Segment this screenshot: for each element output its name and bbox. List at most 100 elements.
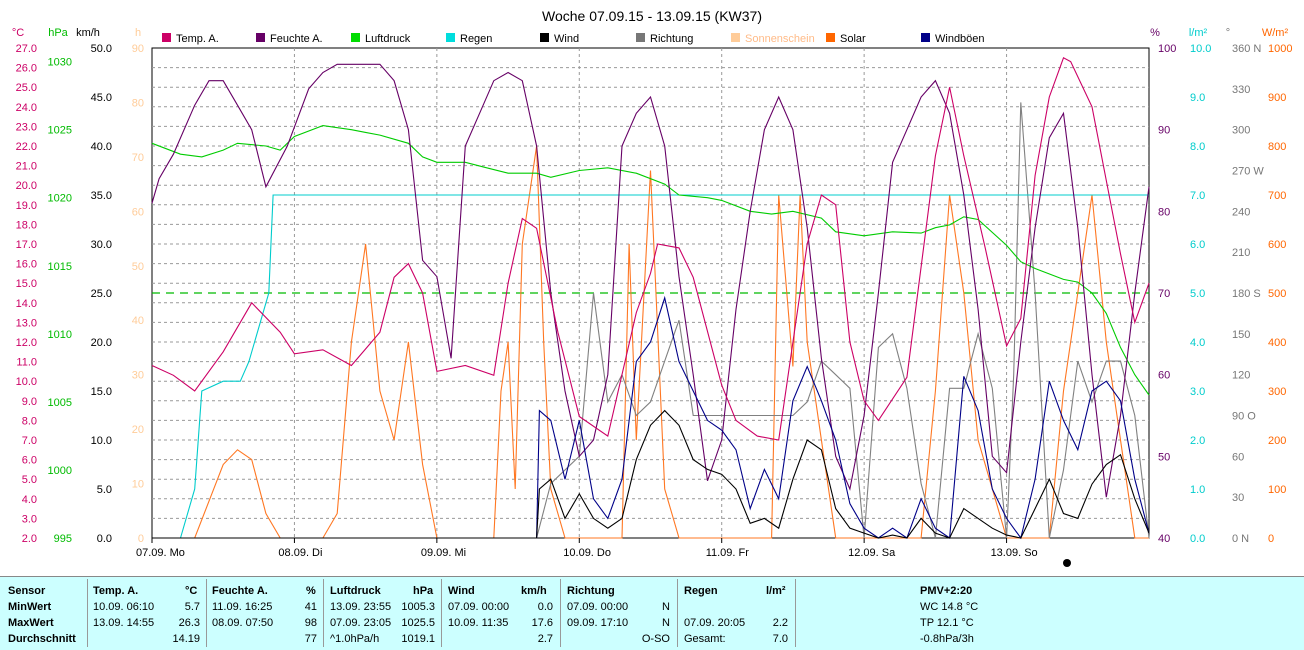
stats-max-temp-value: 26.3 <box>178 617 200 629</box>
wind-tick-3: 35.0 <box>91 190 112 202</box>
rain-tick-2: 8.0 <box>1190 141 1205 153</box>
stats-avg-temp-value: 14.19 <box>172 633 200 645</box>
stats-press-unit: hPa <box>413 585 434 597</box>
direction-tick-5: 210 <box>1232 247 1250 259</box>
stats-dir-header: Richtung <box>567 585 615 597</box>
humidity-tick-3: 70 <box>1158 288 1170 300</box>
humidity-series-line <box>151 63 1150 498</box>
sunshine-tick-8: 10 <box>132 479 144 491</box>
temp-tick-2: 25.0 <box>16 82 37 94</box>
humidity-tick-0: 100 <box>1158 43 1176 55</box>
direction-tick-9: 90 O <box>1232 411 1256 423</box>
temp-tick-16: 11.0 <box>16 357 37 369</box>
rain-tick-3: 7.0 <box>1190 190 1205 202</box>
humidity-tick-6: 40 <box>1158 533 1170 545</box>
stats-avg-press-trend: ^1.0hPa/h <box>330 633 380 645</box>
stats-max-hum-time: 08.09. 07:50 <box>212 617 274 629</box>
solar-tick-9: 100 <box>1268 484 1286 496</box>
temp-unit-label: °C <box>12 27 24 39</box>
rain-tick-4: 6.0 <box>1190 239 1205 251</box>
sunshine-tick-0: 90 <box>132 43 144 55</box>
direction-tick-11: 30 <box>1232 492 1244 504</box>
pressure-tick-4: 1010 <box>48 329 72 341</box>
legend-label-0: Temp. A. <box>176 33 219 45</box>
pressure-series-line <box>151 125 1150 396</box>
wind-unit-label: km/h <box>76 27 100 39</box>
solar-tick-5: 500 <box>1268 288 1286 300</box>
sunshine-tick-9: 0 <box>138 533 144 545</box>
solar-tick-2: 800 <box>1268 141 1286 153</box>
wind-tick-1: 45.0 <box>91 92 112 104</box>
temp-tick-0: 27.0 <box>16 43 37 55</box>
humidity-unit-label: % <box>1150 27 1160 39</box>
pressure-tick-1: 1025 <box>48 125 72 137</box>
stats-min-wind-time: 07.09. 00:00 <box>448 601 510 613</box>
legend-label-3: Regen <box>460 33 492 45</box>
legend-swatch-7 <box>826 33 835 42</box>
direction-tick-3: 270 W <box>1232 166 1264 178</box>
temp-tick-22: 5.0 <box>22 474 37 486</box>
pressure-tick-7: 995 <box>54 533 72 545</box>
stats-min-dir-time: 07.09. 00:00 <box>567 601 629 613</box>
temp-tick-21: 6.0 <box>22 455 37 467</box>
wind-tick-2: 40.0 <box>91 141 112 153</box>
pressure-tick-6: 1000 <box>48 465 72 477</box>
stats-rain-unit: l/m² <box>766 585 786 597</box>
rain-tick-7: 3.0 <box>1190 386 1205 398</box>
legend-swatch-6 <box>731 33 740 42</box>
wind-tick-8: 10.0 <box>91 435 112 447</box>
stats-min-temp-value: 5.7 <box>184 601 200 613</box>
stats-max-hum-value: 98 <box>304 617 317 629</box>
rain-tick-1: 9.0 <box>1190 92 1205 104</box>
stats-temp-unit: °C <box>185 585 198 597</box>
stats-max-dir-time: 09.09. 17:10 <box>567 617 629 629</box>
direction-tick-12: 0 N <box>1232 533 1249 545</box>
temp-tick-8: 19.0 <box>16 200 37 212</box>
solar-series-line <box>152 145 1149 539</box>
temp-tick-20: 7.0 <box>22 435 37 447</box>
temp-tick-17: 10.0 <box>16 376 37 388</box>
legend-swatch-1 <box>256 33 265 42</box>
temp-tick-12: 15.0 <box>16 278 37 290</box>
wind-tick-9: 5.0 <box>97 484 112 496</box>
solar-tick-0: 1000 <box>1268 43 1292 55</box>
legend-label-2: Luftdruck <box>365 33 411 45</box>
solar-tick-8: 200 <box>1268 435 1286 447</box>
direction-tick-4: 240 <box>1232 206 1250 218</box>
stats-min-press-time: 13.09. 23:55 <box>330 601 392 613</box>
solar-unit-label: W/m² <box>1262 27 1289 39</box>
stats-avg-wind-value: 2.7 <box>537 633 553 645</box>
wind-tick-7: 15.0 <box>91 386 112 398</box>
temp-tick-24: 3.0 <box>22 513 37 525</box>
direction-tick-6: 180 S <box>1232 288 1261 300</box>
gusts-series-line <box>152 295 1150 540</box>
temp-tick-3: 24.0 <box>16 102 37 114</box>
solar-tick-1: 900 <box>1268 92 1286 104</box>
direction-series-line <box>152 102 1150 539</box>
solar-tick-7: 300 <box>1268 386 1286 398</box>
statistics-panel: Sensor Temp. A. °C Feuchte A. % Luftdruc… <box>0 576 1304 650</box>
rain-unit-label: l/m² <box>1189 27 1208 39</box>
pressure-tick-2: 1020 <box>48 193 72 205</box>
wind-tick-4: 30.0 <box>91 239 112 251</box>
stats-max-press-value: 1025.5 <box>401 617 435 629</box>
stats-tp: TP 12.1 °C <box>920 617 974 629</box>
sunshine-tick-2: 70 <box>132 152 144 164</box>
x-label-4: 11.09. Fr <box>706 547 750 559</box>
sunshine-unit-label: h <box>135 27 141 39</box>
humidity-tick-4: 60 <box>1158 370 1170 382</box>
solar-tick-6: 400 <box>1268 337 1286 349</box>
temp-tick-13: 14.0 <box>16 298 37 310</box>
temp-tick-1: 26.0 <box>16 63 37 75</box>
x-label-2: 09.09. Mi <box>421 547 466 559</box>
temp-tick-4: 23.0 <box>16 121 37 133</box>
legend-swatch-5 <box>636 33 645 42</box>
legend-swatch-2 <box>351 33 360 42</box>
stats-avg-hum-value: 77 <box>304 633 317 645</box>
legend-swatch-0 <box>162 33 171 42</box>
stats-rain-total-value: 7.0 <box>772 633 788 645</box>
stats-press-3h: -0.8hPa/3h <box>920 633 974 645</box>
wind-tick-6: 20.0 <box>91 337 112 349</box>
direction-tick-7: 150 <box>1232 329 1250 341</box>
wind-tick-0: 50.0 <box>91 43 112 55</box>
